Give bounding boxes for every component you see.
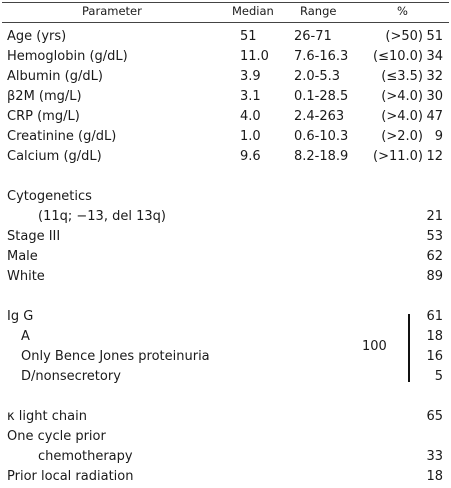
row-percent: 61 xyxy=(426,309,443,324)
row-condition: (≤3.5) xyxy=(381,69,423,84)
row-percent: 18 xyxy=(426,469,443,484)
row-percent: 53 xyxy=(426,229,443,244)
table-row: One cycle prior xyxy=(0,427,451,447)
row-median: 11.0 xyxy=(240,49,269,64)
row-parameter: Calcium (g/dL) xyxy=(7,149,102,164)
row-range: 0.1-28.5 xyxy=(294,89,349,104)
row-range: 2.4-263 xyxy=(294,109,345,124)
row-range: 7.6-16.3 xyxy=(294,49,349,64)
row-percent: 12 xyxy=(426,149,443,164)
table-row: D/nonsecretory 5 xyxy=(0,367,451,387)
row-percent: 5 xyxy=(434,369,443,384)
table-row: Cytogenetics xyxy=(0,187,451,207)
row-condition: (>50) xyxy=(385,29,423,44)
row-percent: 16 xyxy=(426,349,443,364)
row-range: 0.6-10.3 xyxy=(294,129,349,144)
row-parameter: D/nonsecretory xyxy=(21,369,121,384)
table-row: Only Bence Jones proteinuria 16 xyxy=(0,347,451,367)
row-parameter: A xyxy=(21,329,30,344)
row-percent: 9 xyxy=(434,129,443,144)
row-percent: 47 xyxy=(426,109,443,124)
row-condition: (≤10.0) xyxy=(373,49,423,64)
table-row: (11q; −13, del 13q) 21 xyxy=(0,207,451,227)
row-condition: (>4.0) xyxy=(381,109,423,124)
header-parameter: Parameter xyxy=(82,4,142,18)
row-parameter: One cycle prior xyxy=(7,429,106,444)
table-row: CRP (mg/L) 4.0 2.4-263 (>4.0) 47 xyxy=(0,107,451,127)
row-median: 9.6 xyxy=(240,149,261,164)
table-row: Creatinine (g/dL) 1.0 0.6-10.3 (>2.0) 9 xyxy=(0,127,451,147)
table-row: κ light chain 65 xyxy=(0,407,451,427)
row-percent: 18 xyxy=(426,329,443,344)
row-parameter: CRP (mg/L) xyxy=(7,109,80,124)
table-row: Prior local radiation 18 xyxy=(0,467,451,487)
row-median: 1.0 xyxy=(240,129,261,144)
table-row: 100 xyxy=(0,337,451,357)
row-percent: 89 xyxy=(426,269,443,284)
row-median: 3.1 xyxy=(240,89,261,104)
row-parameter: Age (yrs) xyxy=(7,29,67,44)
header-rule xyxy=(2,22,449,23)
table-row: Hemoglobin (g/dL) 11.0 7.6-16.3 (≤10.0) … xyxy=(0,47,451,67)
row-condition: (>4.0) xyxy=(381,89,423,104)
table-row: Age (yrs) 51 26-71 (>50) 51 xyxy=(0,27,451,47)
row-parameter: chemotherapy xyxy=(38,449,133,464)
table-row: Albumin (g/dL) 3.9 2.0-5.3 (≤3.5) 32 xyxy=(0,67,451,87)
table-row: A 18 xyxy=(0,327,451,347)
row-percent: 62 xyxy=(426,249,443,264)
row-range: 2.0-5.3 xyxy=(294,69,341,84)
row-percent: 21 xyxy=(426,209,443,224)
header-median: Median xyxy=(232,4,274,18)
row-median: 51 xyxy=(240,29,257,44)
row-parameter: Stage III xyxy=(7,229,61,244)
table-row: β2M (mg/L) 3.1 0.1-28.5 (>4.0) 30 xyxy=(0,87,451,107)
cytogenetics-detail: (11q; −13, del 13q) xyxy=(38,209,166,224)
row-condition: (>11.0) xyxy=(373,149,423,164)
row-percent: 33 xyxy=(426,449,443,464)
group-bracket xyxy=(408,314,410,382)
row-parameter: Creatinine (g/dL) xyxy=(7,129,117,144)
table-row: Male 62 xyxy=(0,247,451,267)
table-row: Calcium (g/dL) 9.6 8.2-18.9 (>11.0) 12 xyxy=(0,147,451,167)
row-parameter: β2M (mg/L) xyxy=(7,89,82,104)
row-percent: 34 xyxy=(426,49,443,64)
header-range: Range xyxy=(300,4,337,18)
row-parameter: Hemoglobin (g/dL) xyxy=(7,49,128,64)
table-row: chemotherapy 33 xyxy=(0,447,451,467)
table-row: White 89 xyxy=(0,267,451,287)
row-parameter: κ light chain xyxy=(7,409,87,424)
cytogenetics-label: Cytogenetics xyxy=(7,189,92,204)
row-percent: 30 xyxy=(426,89,443,104)
row-parameter: Ig G xyxy=(7,309,34,324)
table-row: Ig G 61 xyxy=(0,307,451,327)
row-parameter: Male xyxy=(7,249,38,264)
row-condition: (>2.0) xyxy=(381,129,423,144)
row-median: 3.9 xyxy=(240,69,261,84)
top-rule xyxy=(2,2,449,3)
row-range: 26-71 xyxy=(294,29,332,44)
row-parameter: Only Bence Jones proteinuria xyxy=(21,349,210,364)
row-parameter: Albumin (g/dL) xyxy=(7,69,103,84)
row-median: 4.0 xyxy=(240,109,261,124)
row-parameter: White xyxy=(7,269,45,284)
table-row: Stage III 53 xyxy=(0,227,451,247)
row-percent: 32 xyxy=(426,69,443,84)
row-percent: 51 xyxy=(426,29,443,44)
group-total: 100 xyxy=(362,339,387,354)
header-percent: % xyxy=(397,4,408,18)
row-parameter: Prior local radiation xyxy=(7,469,134,484)
row-percent: 65 xyxy=(426,409,443,424)
row-range: 8.2-18.9 xyxy=(294,149,349,164)
